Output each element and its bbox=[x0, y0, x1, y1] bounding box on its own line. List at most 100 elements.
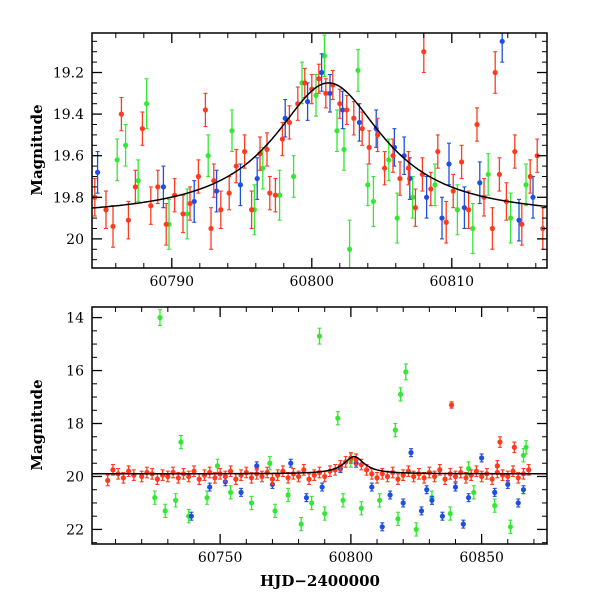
green-series-group bbox=[152, 309, 529, 537]
data-point bbox=[511, 444, 517, 450]
data-point bbox=[363, 467, 370, 473]
data-point bbox=[249, 207, 255, 213]
data-point bbox=[494, 463, 500, 469]
data-point bbox=[497, 439, 503, 445]
data-point bbox=[386, 157, 392, 163]
data-point bbox=[309, 500, 315, 506]
data-point bbox=[248, 500, 255, 506]
data-point bbox=[461, 205, 467, 211]
data-point bbox=[429, 497, 435, 503]
data-point bbox=[301, 467, 307, 473]
bottom-panel: 60750 60800 60850 14 16 18 20 22 Magnitude HJD−… bbox=[28, 306, 548, 590]
data-point bbox=[384, 473, 391, 480]
data-point bbox=[302, 80, 308, 86]
data-point bbox=[139, 126, 145, 132]
data-point bbox=[267, 460, 273, 466]
data-point bbox=[394, 215, 400, 221]
data-point bbox=[152, 495, 158, 501]
data-point bbox=[526, 467, 532, 473]
data-point bbox=[443, 219, 449, 225]
data-point bbox=[370, 198, 376, 205]
data-point bbox=[465, 495, 472, 501]
data-point bbox=[489, 476, 495, 482]
data-point bbox=[473, 468, 479, 474]
data-point bbox=[264, 469, 270, 476]
data-point bbox=[144, 101, 150, 107]
data-point bbox=[186, 473, 192, 480]
data-point bbox=[154, 476, 160, 482]
data-point bbox=[204, 495, 210, 501]
bottom-x-axis-label: HJD−2400000 bbox=[260, 572, 380, 590]
data-point bbox=[139, 473, 145, 480]
bottom-panel-tick-labels: 60750 60800 60850 14 16 18 20 22 bbox=[66, 311, 504, 566]
data-point bbox=[489, 225, 495, 232]
data-point bbox=[435, 148, 441, 155]
data-point bbox=[264, 146, 270, 153]
data-point bbox=[313, 92, 319, 98]
blue-series-group bbox=[188, 448, 527, 532]
data-point bbox=[248, 475, 255, 481]
data-point bbox=[327, 90, 333, 96]
data-point bbox=[358, 461, 364, 468]
data-point bbox=[395, 476, 401, 482]
data-point bbox=[196, 476, 202, 482]
data-point bbox=[397, 175, 403, 182]
bottom-y-axis-label: Magnitude bbox=[28, 379, 46, 470]
data-point bbox=[227, 489, 234, 495]
y-tick-label: 20 bbox=[66, 232, 84, 248]
data-point bbox=[523, 444, 529, 450]
data-point bbox=[291, 173, 297, 180]
data-point bbox=[165, 473, 171, 480]
data-point bbox=[515, 500, 521, 506]
model-curve bbox=[92, 455, 547, 475]
data-point bbox=[387, 492, 393, 498]
data-point bbox=[282, 115, 288, 121]
data-point bbox=[254, 463, 260, 469]
data-point bbox=[463, 475, 469, 481]
data-point bbox=[340, 107, 346, 113]
data-point bbox=[205, 153, 211, 159]
data-point bbox=[428, 186, 434, 192]
data-point bbox=[238, 489, 244, 495]
data-point bbox=[410, 194, 416, 200]
data-point bbox=[214, 463, 221, 469]
data-point bbox=[178, 439, 184, 445]
data-point bbox=[421, 475, 427, 481]
data-point bbox=[492, 489, 498, 495]
data-point bbox=[211, 178, 217, 184]
data-point bbox=[298, 521, 304, 527]
y-tick-label: 19.4 bbox=[53, 107, 84, 123]
plot-area bbox=[92, 33, 547, 268]
data-point bbox=[316, 333, 323, 339]
top-y-axis-label: Magnitude bbox=[28, 104, 46, 195]
data-point bbox=[496, 171, 502, 178]
data-point bbox=[191, 198, 197, 205]
data-point bbox=[369, 471, 375, 477]
bottom-panel-frame bbox=[91, 306, 548, 545]
data-point bbox=[499, 38, 505, 44]
data-point bbox=[260, 165, 266, 171]
data-point bbox=[229, 128, 235, 134]
data-point bbox=[323, 90, 329, 96]
data-point bbox=[403, 369, 409, 375]
data-point bbox=[448, 402, 455, 408]
data-point bbox=[454, 207, 460, 213]
data-point bbox=[359, 126, 365, 132]
data-point bbox=[426, 469, 432, 476]
data-point bbox=[512, 148, 518, 155]
data-point bbox=[126, 468, 132, 474]
data-point bbox=[437, 467, 443, 473]
data-point bbox=[160, 184, 166, 190]
data-point bbox=[95, 169, 101, 175]
plot-area bbox=[92, 309, 547, 537]
data-point bbox=[485, 171, 491, 178]
data-point bbox=[163, 221, 169, 227]
x-tick-label: 60750 bbox=[198, 550, 243, 566]
data-point bbox=[520, 487, 527, 493]
data-point bbox=[510, 468, 516, 474]
bottom-panel-ticks bbox=[92, 307, 547, 544]
data-point bbox=[272, 192, 278, 198]
data-point bbox=[366, 144, 372, 150]
data-point bbox=[471, 489, 477, 495]
